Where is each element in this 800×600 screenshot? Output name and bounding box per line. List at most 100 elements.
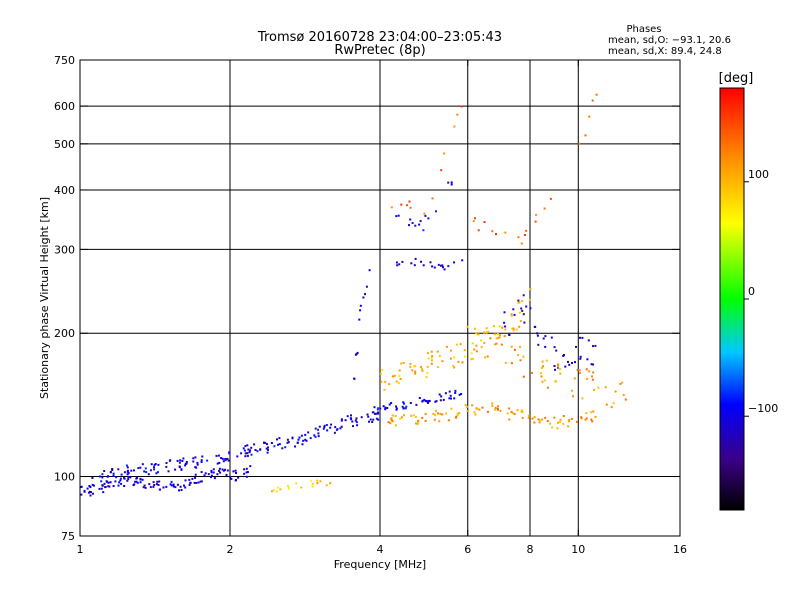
echo-point: [518, 325, 521, 328]
echo-point: [318, 425, 321, 428]
echo-point: [522, 375, 525, 378]
echo-point: [504, 325, 507, 328]
echo-point: [230, 477, 233, 480]
echo-point: [474, 413, 477, 416]
echo-point: [309, 479, 312, 482]
echo-point: [174, 486, 177, 489]
echo-point: [520, 409, 523, 412]
echo-point: [604, 386, 607, 389]
echo-point: [120, 473, 123, 476]
echo-point: [170, 484, 173, 487]
echo-point: [221, 457, 224, 460]
echo-point: [245, 467, 248, 470]
echo-point: [610, 406, 613, 409]
echo-point: [551, 426, 554, 429]
echo-point: [334, 426, 337, 429]
echo-point: [373, 406, 376, 409]
echo-point: [456, 113, 459, 116]
echo-point: [300, 486, 303, 489]
echo-point: [576, 369, 579, 372]
echo-point: [119, 477, 122, 480]
echo-point: [504, 361, 507, 364]
echo-point: [123, 471, 126, 474]
echo-point: [414, 372, 417, 375]
echo-point: [201, 455, 204, 458]
echo-point: [319, 480, 322, 483]
echo-point: [379, 372, 382, 375]
echo-point: [279, 488, 282, 491]
echo-point: [521, 411, 524, 413]
echo-point: [245, 471, 248, 474]
echo-point: [414, 416, 417, 418]
echo-point: [409, 206, 412, 209]
echo-point: [123, 485, 126, 487]
echo-point: [442, 398, 445, 401]
echo-point: [168, 459, 171, 462]
echo-point: [421, 369, 424, 372]
echo-point: [107, 475, 109, 478]
echo-point: [390, 206, 393, 209]
echo-point: [512, 329, 515, 332]
echo-point: [125, 464, 128, 467]
echo-point: [496, 332, 499, 335]
echo-point: [592, 363, 594, 366]
echo-point: [80, 485, 83, 488]
echo-point: [192, 460, 195, 463]
echo-point: [508, 407, 511, 410]
echo-point: [557, 365, 560, 368]
echo-point: [286, 438, 289, 441]
colorbar-tick-label: 0: [748, 285, 755, 298]
echo-point: [439, 412, 442, 415]
echo-point: [227, 459, 230, 462]
echo-point: [381, 368, 384, 371]
echo-point: [525, 305, 528, 308]
echo-point: [454, 392, 457, 394]
echo-point: [153, 464, 156, 466]
echo-point: [317, 432, 320, 435]
echo-point: [592, 345, 594, 348]
echo-point: [141, 478, 144, 481]
echo-point: [472, 357, 474, 360]
echo-point: [133, 469, 135, 472]
echo-point: [553, 346, 556, 349]
echo-point: [167, 470, 170, 473]
echo-point: [421, 368, 423, 370]
echo-point: [430, 362, 433, 365]
echo-point: [414, 422, 417, 425]
echo-point: [194, 456, 197, 459]
echo-point: [127, 478, 130, 481]
colorbar: [719, 87, 745, 511]
echo-point: [127, 476, 130, 478]
echo-point: [103, 482, 106, 485]
echo-point: [399, 417, 402, 420]
echo-point: [307, 431, 310, 434]
echo-point: [350, 414, 352, 417]
echo-point: [517, 236, 520, 239]
echo-point: [326, 429, 329, 432]
echo-point: [542, 365, 544, 368]
echo-point: [195, 482, 198, 484]
echo-point: [340, 419, 343, 422]
echo-point: [553, 416, 556, 419]
echo-point: [136, 476, 139, 479]
echo-point: [527, 414, 530, 417]
echo-point: [356, 351, 359, 354]
echo-point: [304, 433, 307, 436]
echo-point: [112, 474, 115, 477]
echo-point: [474, 327, 476, 330]
echo-point: [126, 473, 129, 476]
echo-point: [394, 415, 397, 417]
echo-point: [475, 332, 478, 335]
echo-point: [243, 449, 246, 452]
echo-point: [323, 426, 326, 429]
echo-point: [621, 381, 624, 384]
echo-point: [182, 457, 185, 460]
echo-point: [439, 399, 442, 402]
echo-point: [522, 355, 525, 358]
echo-point: [499, 409, 502, 412]
echo-point: [460, 105, 463, 108]
echo-point: [513, 348, 516, 351]
echo-point: [401, 416, 404, 419]
echo-point: [410, 414, 413, 417]
x-tick-label: 8: [527, 543, 534, 556]
